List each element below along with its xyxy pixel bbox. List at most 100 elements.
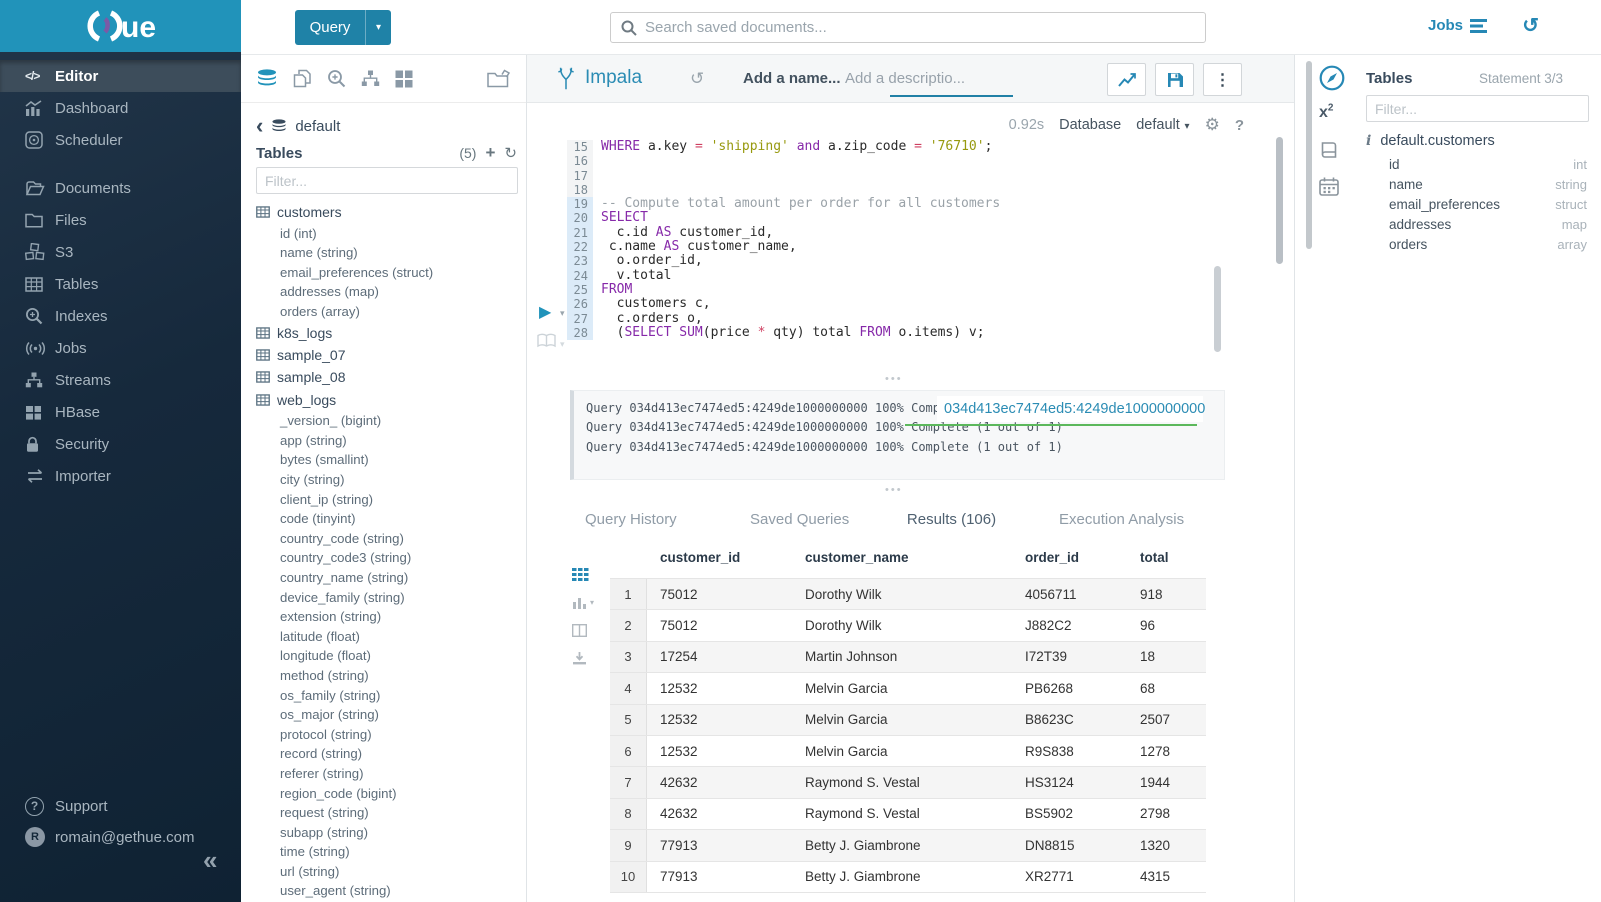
sidebar-item-importer[interactable]: Importer bbox=[0, 460, 241, 492]
code-line-17[interactable]: 17 bbox=[567, 169, 1000, 183]
column-item[interactable]: client_ip (string) bbox=[256, 489, 517, 509]
table-row[interactable]: 977913Betty J. GiambroneDN88151320 bbox=[610, 830, 1206, 861]
query-name-field[interactable]: Add a name... bbox=[743, 70, 841, 87]
column-header-customer-name[interactable]: customer_name bbox=[805, 550, 909, 565]
language-reference-icon[interactable] bbox=[1319, 141, 1339, 159]
more-actions-button[interactable]: ⋮ bbox=[1203, 63, 1242, 96]
table-item-sample_08[interactable]: sample_08 bbox=[256, 366, 517, 388]
code-line-18[interactable]: 18 bbox=[567, 183, 1000, 197]
column-item[interactable]: latitude (float) bbox=[256, 626, 517, 646]
chart-view-icon[interactable]: ▾ bbox=[572, 596, 594, 609]
column-item[interactable]: url (string) bbox=[256, 862, 517, 882]
sidebar-item-documents[interactable]: Documents bbox=[0, 172, 241, 204]
back-chevron-icon[interactable]: ‹ bbox=[256, 116, 263, 136]
info-icon[interactable]: i bbox=[1366, 133, 1371, 149]
results-resize-handle[interactable]: ••• bbox=[885, 484, 903, 496]
table-item-k8s_logs[interactable]: k8s_logs bbox=[256, 321, 517, 343]
search-input[interactable] bbox=[645, 19, 1195, 36]
chart-button[interactable] bbox=[1107, 63, 1146, 96]
table-row[interactable]: 1077913Betty J. GiambroneXR27714315 bbox=[610, 862, 1206, 893]
table-row[interactable]: 612532Melvin GarciaR9S8381278 bbox=[610, 736, 1206, 767]
save-button[interactable] bbox=[1155, 63, 1194, 96]
column-item[interactable]: protocol (string) bbox=[256, 724, 517, 744]
column-item[interactable]: country_name (string) bbox=[256, 568, 517, 588]
column-item[interactable]: os_family (string) bbox=[256, 685, 517, 705]
code-line-27[interactable]: 27 c.orders o, bbox=[567, 312, 1000, 326]
code-line-22[interactable]: 22 c.name AS customer_name, bbox=[567, 240, 1000, 254]
table-row[interactable]: 742632Raymond S. VestalHS31241944 bbox=[610, 767, 1206, 798]
tab-query-history[interactable]: Query History bbox=[585, 511, 677, 528]
explain-options-caret[interactable]: ▾ bbox=[560, 339, 565, 350]
sidebar-item-account[interactable]: R romain@gethue.com bbox=[25, 824, 194, 850]
sidebar-item-dashboard[interactable]: Dashboard bbox=[0, 92, 241, 124]
sidebar-item-scheduler[interactable]: Scheduler bbox=[0, 124, 241, 156]
column-item[interactable]: time (string) bbox=[256, 842, 517, 862]
assistant-compass-icon[interactable] bbox=[1319, 65, 1345, 91]
table-row[interactable]: 842632Raymond S. VestalBS59022798 bbox=[610, 799, 1206, 830]
column-header-order-id[interactable]: order_id bbox=[1025, 550, 1079, 565]
code-line-20[interactable]: 20SELECT bbox=[567, 211, 1000, 225]
sidebar-item-files[interactable]: Files bbox=[0, 204, 241, 236]
query-description-field[interactable]: Add a descriptio... bbox=[845, 70, 965, 87]
sidebar-item-hbase[interactable]: HBase bbox=[0, 396, 241, 428]
search-source-icon[interactable] bbox=[327, 69, 346, 88]
right-filter-input[interactable] bbox=[1366, 95, 1589, 122]
sidebar-item-streams[interactable]: Streams bbox=[0, 364, 241, 396]
code-line-28[interactable]: 28 (SELECT SUM(price * qty) total FROM o… bbox=[567, 326, 1000, 340]
hue-logo[interactable]: ue bbox=[0, 0, 241, 52]
engine-selector[interactable]: Impala bbox=[585, 67, 642, 89]
database-selector[interactable]: default ▾ bbox=[1136, 117, 1189, 133]
column-item[interactable]: extension (string) bbox=[256, 607, 517, 627]
jobs-link[interactable]: Jobs bbox=[1428, 17, 1487, 34]
column-item[interactable]: addresses (map) bbox=[256, 282, 517, 302]
columns-view-icon[interactable] bbox=[572, 624, 587, 637]
sidebar-item-s3[interactable]: S3 bbox=[0, 236, 241, 268]
databases-source-icon[interactable] bbox=[256, 69, 278, 88]
tab-execution-analysis[interactable]: Execution Analysis bbox=[1059, 511, 1184, 528]
execute-button[interactable]: ▶ bbox=[539, 302, 551, 322]
projects-folder-icon[interactable] bbox=[487, 69, 511, 88]
query-history-icon[interactable]: ↺ bbox=[1522, 13, 1539, 38]
column-header-total[interactable]: total bbox=[1140, 550, 1169, 565]
sql-code-editor[interactable]: 15WHERE a.key = 'shipping' and a.zip_cod… bbox=[567, 140, 1000, 340]
column-item[interactable]: user_agent (string) bbox=[256, 881, 517, 901]
query-button-label[interactable]: Query bbox=[295, 10, 365, 45]
column-item[interactable]: device_family (string) bbox=[256, 587, 517, 607]
column-item[interactable]: _version_ (bigint) bbox=[256, 411, 517, 431]
column-item[interactable]: longitude (float) bbox=[256, 646, 517, 666]
column-item[interactable]: id (int) bbox=[256, 223, 517, 243]
column-item[interactable]: request (string) bbox=[256, 803, 517, 823]
column-item[interactable]: record (string) bbox=[256, 744, 517, 764]
table-item-customers[interactable]: customers bbox=[256, 201, 517, 223]
apps-source-icon[interactable] bbox=[395, 70, 413, 88]
right-column-email_preferences[interactable]: email_preferencesstruct bbox=[1366, 194, 1589, 214]
document-search[interactable] bbox=[610, 12, 1206, 43]
download-icon[interactable] bbox=[572, 651, 587, 665]
column-item[interactable]: orders (array) bbox=[256, 302, 517, 322]
sidebar-item-support[interactable]: ? Support bbox=[25, 793, 108, 819]
execute-options-caret[interactable]: ▾ bbox=[560, 308, 565, 319]
documents-source-icon[interactable] bbox=[293, 69, 312, 88]
column-item[interactable]: name (string) bbox=[256, 243, 517, 263]
column-item[interactable]: app (string) bbox=[256, 431, 517, 451]
column-item[interactable]: referer (string) bbox=[256, 764, 517, 784]
table-row[interactable]: 175012Dorothy Wilk4056711918 bbox=[610, 579, 1206, 610]
table-item-sample_07[interactable]: sample_07 bbox=[256, 344, 517, 366]
tab-saved-queries[interactable]: Saved Queries bbox=[750, 511, 849, 528]
database-breadcrumb[interactable]: ‹ default bbox=[256, 113, 517, 139]
table-row[interactable]: 275012Dorothy WilkJ882C296 bbox=[610, 610, 1206, 641]
sidebar-item-editor[interactable]: </>Editor bbox=[0, 60, 241, 92]
sitemap-source-icon[interactable] bbox=[361, 70, 380, 87]
editor-scrollbar[interactable] bbox=[1214, 266, 1221, 352]
grid-view-icon[interactable] bbox=[572, 568, 589, 581]
column-item[interactable]: os_major (string) bbox=[256, 705, 517, 725]
main-scrollbar[interactable] bbox=[1276, 137, 1283, 264]
code-line-25[interactable]: 25FROM bbox=[567, 283, 1000, 297]
refresh-icon[interactable]: ↻ bbox=[504, 144, 517, 162]
code-line-15[interactable]: 15WHERE a.key = 'shipping' and a.zip_cod… bbox=[567, 140, 1000, 154]
code-line-16[interactable]: 16 bbox=[567, 154, 1000, 168]
table-row[interactable]: 317254Martin JohnsonI72T3918 bbox=[610, 642, 1206, 673]
sidebar-item-security[interactable]: Security bbox=[0, 428, 241, 460]
active-table-row[interactable]: i default.customers bbox=[1366, 128, 1589, 154]
column-item[interactable]: method (string) bbox=[256, 666, 517, 686]
